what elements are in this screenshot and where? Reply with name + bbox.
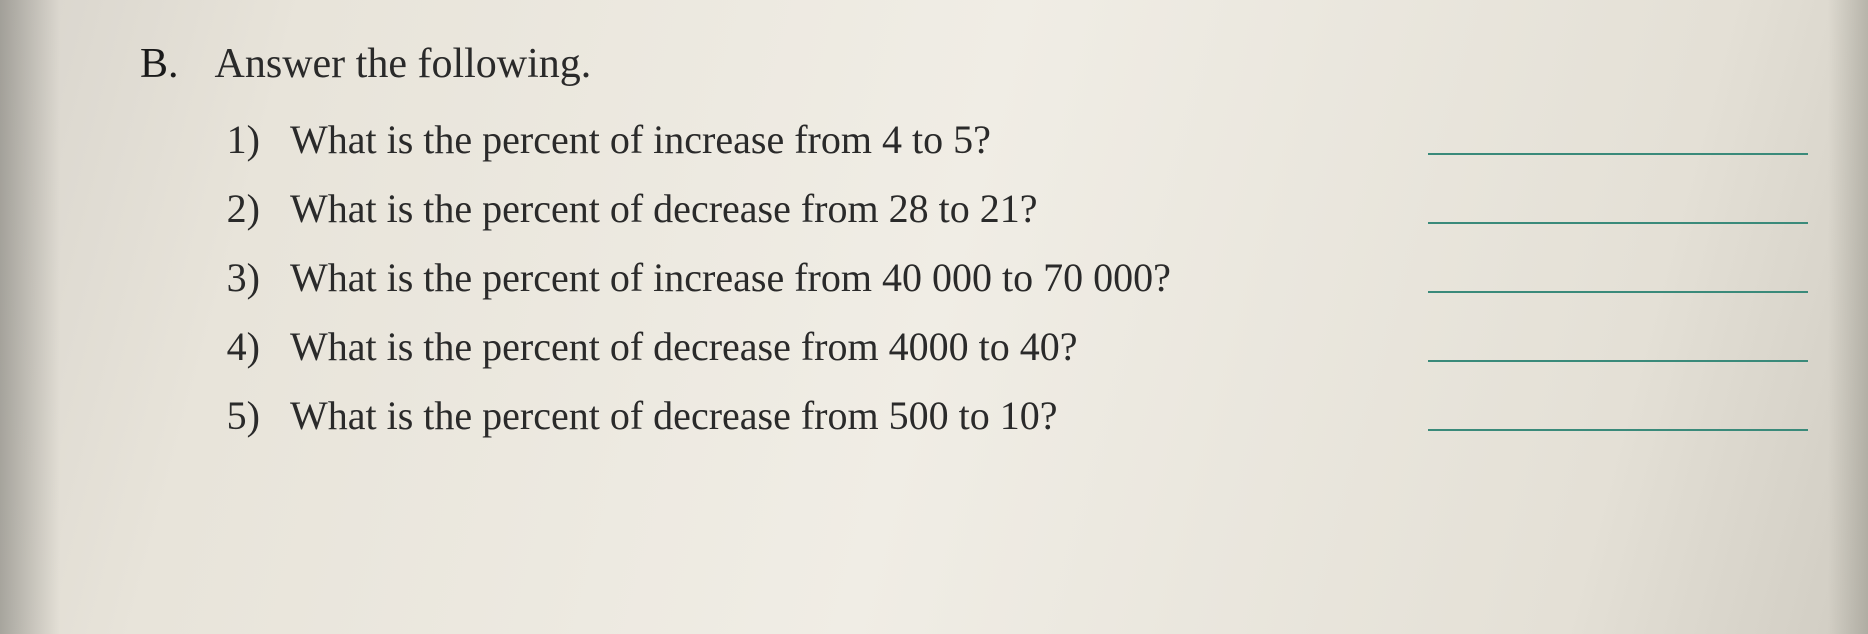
question-row: 4) What is the percent of decrease from …: [140, 323, 1808, 370]
question-number: 5): [190, 392, 260, 439]
section-title: Answer the following.: [215, 40, 592, 88]
answer-blank: [1428, 291, 1808, 293]
question-row: 2) What is the percent of decrease from …: [140, 185, 1808, 232]
question-number: 1): [190, 116, 260, 163]
question-row: 3) What is the percent of increase from …: [140, 254, 1808, 301]
answer-blank: [1428, 153, 1808, 155]
question-number: 2): [190, 185, 260, 232]
question-number: 4): [190, 323, 260, 370]
question-number: 3): [190, 254, 260, 301]
question-text: What is the percent of decrease from 500…: [290, 392, 1404, 439]
question-row: 1) What is the percent of increase from …: [140, 116, 1808, 163]
section-header: B. Answer the following.: [140, 40, 1808, 88]
answer-blank: [1428, 360, 1808, 362]
answer-blank: [1428, 429, 1808, 431]
section-letter: B.: [140, 40, 179, 88]
question-text: What is the percent of decrease from 400…: [290, 323, 1404, 370]
question-text: What is the percent of increase from 40 …: [290, 254, 1404, 301]
question-row: 5) What is the percent of decrease from …: [140, 392, 1808, 439]
question-text: What is the percent of increase from 4 t…: [290, 116, 1404, 163]
question-text: What is the percent of decrease from 28 …: [290, 185, 1404, 232]
answer-blank: [1428, 222, 1808, 224]
worksheet-page: B. Answer the following. 1) What is the …: [0, 0, 1868, 501]
